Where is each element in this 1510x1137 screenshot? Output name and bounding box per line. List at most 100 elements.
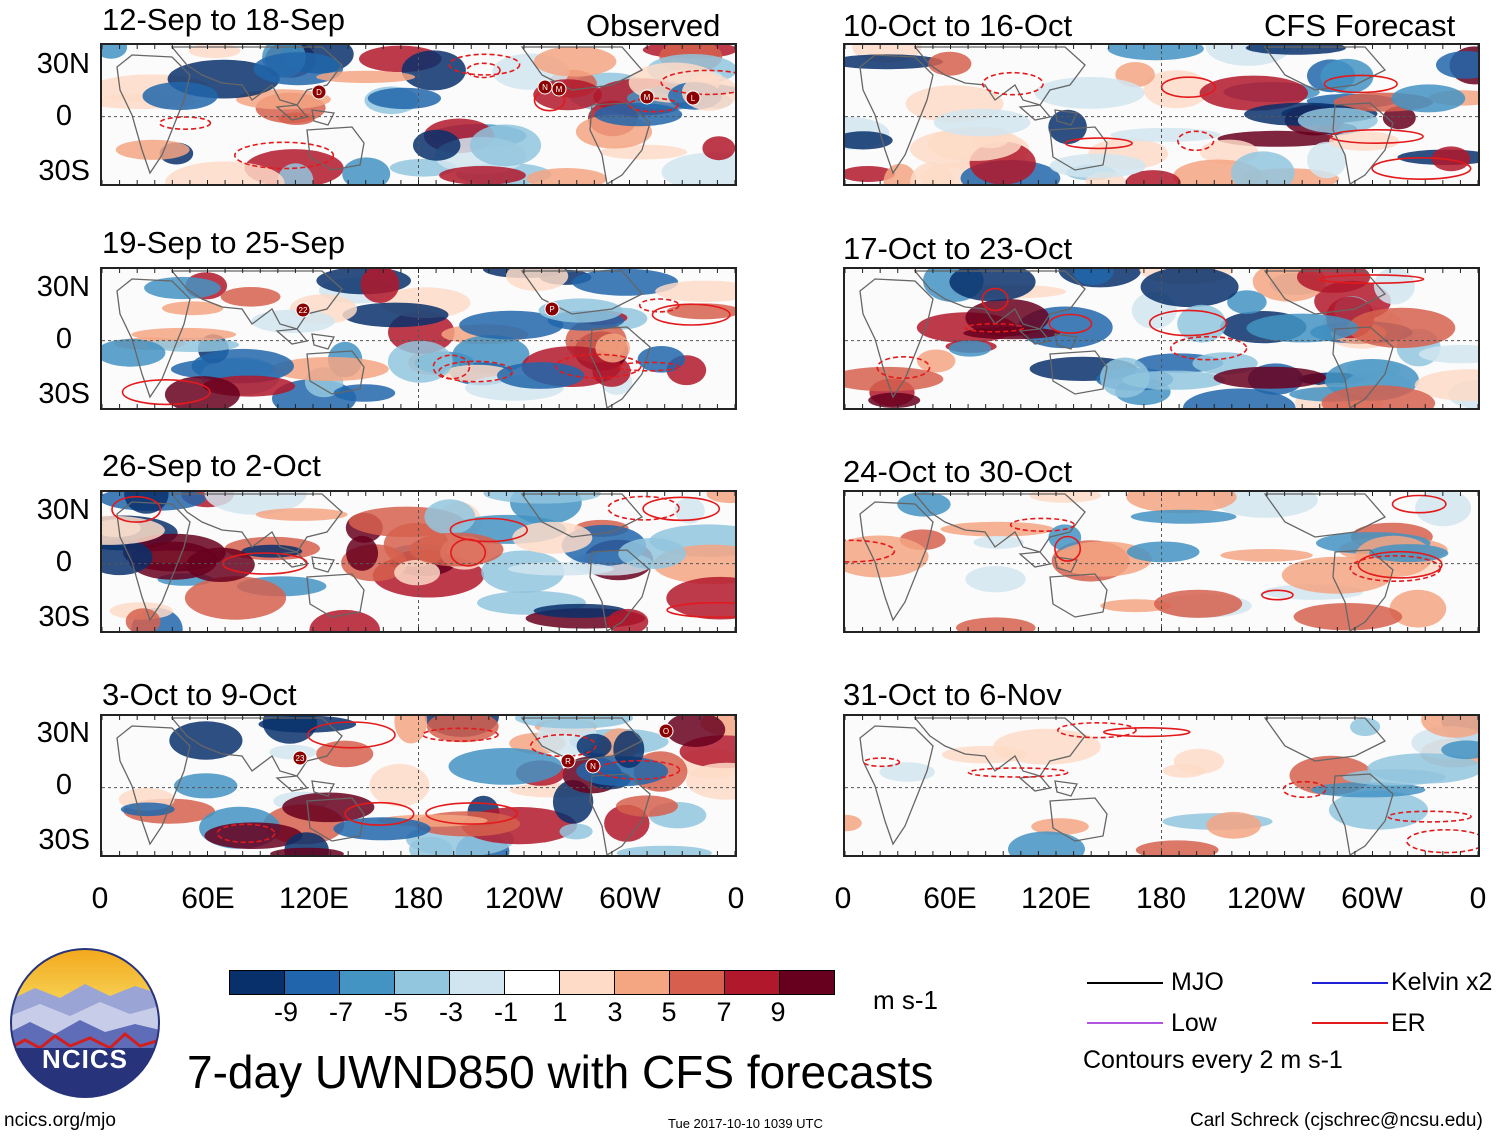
storm-marker-icon: M — [639, 89, 655, 105]
panel-title: 12-Sep to 18-Sep — [102, 2, 346, 37]
panel-title: 17-Oct to 23-Oct — [843, 231, 1073, 266]
storm-label: M — [644, 93, 651, 102]
ncics-logo-icon — [10, 948, 160, 1098]
storm-marker-icon: P — [544, 301, 560, 317]
lat-label-30n: 30N — [36, 717, 90, 749]
legend-line-er — [1312, 1022, 1388, 1024]
lat-label-0: 0 — [55, 100, 72, 132]
lon-label: 0 — [834, 882, 852, 915]
legend-contours-note: Contours every 2 m s-1 — [1083, 1046, 1343, 1074]
colorbar-tick: -5 — [383, 997, 408, 1027]
lon-label: 120W — [484, 882, 564, 915]
colorbar-swatch — [339, 971, 394, 994]
panel-title: 31-Oct to 6-Nov — [843, 677, 1062, 712]
colorbar-tick: -1 — [493, 997, 518, 1027]
storm-marker-icon: M — [551, 81, 567, 97]
colorbar-swatch — [669, 971, 724, 994]
storm-marker-icon: D — [311, 84, 327, 100]
map-canvas — [845, 269, 1478, 408]
lat-label-30s: 30S — [38, 378, 90, 410]
logo-text: NCICS — [42, 1044, 128, 1074]
footer-timestamp: Tue 2017-10-10 1039 UTC — [668, 1116, 823, 1131]
lat-label-30n: 30N — [36, 48, 90, 80]
map-plot: 22 P — [100, 267, 737, 410]
storm-marker-icon: 23 — [292, 750, 308, 766]
colorbar-tick: 7 — [716, 997, 732, 1027]
storm-label: 23 — [296, 754, 305, 763]
storm-label: P — [549, 305, 554, 314]
colorbar-swatch — [614, 971, 669, 994]
map-plot — [843, 714, 1480, 857]
panel-title: 3-Oct to 9-Oct — [102, 677, 297, 712]
storm-marker-icon: N — [585, 758, 601, 774]
storm-label: N — [590, 762, 596, 771]
lon-label: 60W — [599, 882, 661, 915]
map-canvas — [845, 716, 1478, 855]
legend-label-kelvin: Kelvin x2 — [1391, 968, 1493, 996]
storm-marker-icon: R — [560, 753, 576, 769]
legend-label-low: Low — [1171, 1009, 1217, 1037]
map-canvas: DN MM L — [102, 45, 735, 184]
legend-label-er: ER — [1391, 1009, 1426, 1037]
map-canvas: 23 R N O — [102, 716, 735, 855]
panel-title: 19-Sep to 25-Sep — [102, 225, 346, 260]
lon-label: 0 — [91, 882, 109, 915]
storm-marker-icon: N — [537, 79, 553, 95]
footer-url[interactable]: ncics.org/mjo — [4, 1110, 116, 1131]
storm-label: R — [565, 757, 571, 766]
legend-label-mjo: MJO — [1171, 968, 1224, 996]
lon-label: 120E — [278, 882, 350, 915]
colorbar-units: m s-1 — [873, 985, 938, 1015]
main-title: 7-day UWND850 with CFS forecasts — [187, 1046, 934, 1098]
panel-title: 24-Oct to 30-Oct — [843, 454, 1073, 489]
colorbar-tick: 9 — [770, 997, 786, 1027]
storm-label: M — [556, 85, 563, 94]
lon-label: 0 — [727, 882, 745, 915]
colorbar-swatch — [559, 971, 614, 994]
legend-line-kelvin — [1312, 982, 1388, 984]
map-plot — [100, 490, 737, 633]
lon-label: 180 — [392, 882, 444, 915]
lat-label-30s: 30S — [38, 601, 90, 633]
colorbar-tick: -3 — [438, 997, 463, 1027]
colorbar-tick: -7 — [328, 997, 353, 1027]
legend-line-mjo — [1087, 982, 1163, 984]
map-plot: 23 R N O — [100, 714, 737, 857]
lat-label-30s: 30S — [38, 155, 90, 187]
colorbar-swatch — [284, 971, 339, 994]
colorbar-swatch — [504, 971, 559, 994]
map-plot — [843, 490, 1480, 633]
storm-marker-icon: L — [685, 90, 701, 106]
storm-label: D — [316, 88, 322, 97]
lon-label: 120E — [1020, 882, 1092, 915]
colorbar-tick: 5 — [661, 997, 677, 1027]
footer-author: Carl Schreck (cjschrec@ncsu.edu) — [1190, 1110, 1483, 1131]
lon-label: 120W — [1226, 882, 1306, 915]
map-canvas — [102, 492, 735, 631]
colorbar-tick: 1 — [552, 997, 568, 1027]
storm-marker-icon: 22 — [295, 302, 311, 318]
colorbar-swatch — [230, 971, 284, 994]
map-plot — [843, 267, 1480, 410]
panel-title: 26-Sep to 2-Oct — [102, 448, 321, 483]
colorbar-tick: -9 — [273, 997, 298, 1027]
map-plot — [843, 43, 1480, 186]
panel-corner-label: Observed — [586, 8, 721, 43]
lat-label-30s: 30S — [38, 824, 90, 856]
ncics-logo: NCICS — [10, 948, 160, 1098]
colorbar-swatch — [449, 971, 504, 994]
lon-label: 60E — [181, 882, 235, 915]
colorbar — [229, 970, 835, 995]
colorbar-tick: 3 — [607, 997, 623, 1027]
lon-label: 60E — [923, 882, 977, 915]
lat-label-30n: 30N — [36, 271, 90, 303]
lat-label-0: 0 — [55, 546, 72, 578]
panel-title: 10-Oct to 16-Oct — [843, 8, 1073, 43]
panel-corner-label: CFS Forecast — [1264, 8, 1456, 43]
colorbar-swatch — [724, 971, 779, 994]
map-canvas — [845, 492, 1478, 631]
lat-label-30n: 30N — [36, 494, 90, 526]
map-canvas — [845, 45, 1478, 184]
lat-label-0: 0 — [55, 769, 72, 801]
